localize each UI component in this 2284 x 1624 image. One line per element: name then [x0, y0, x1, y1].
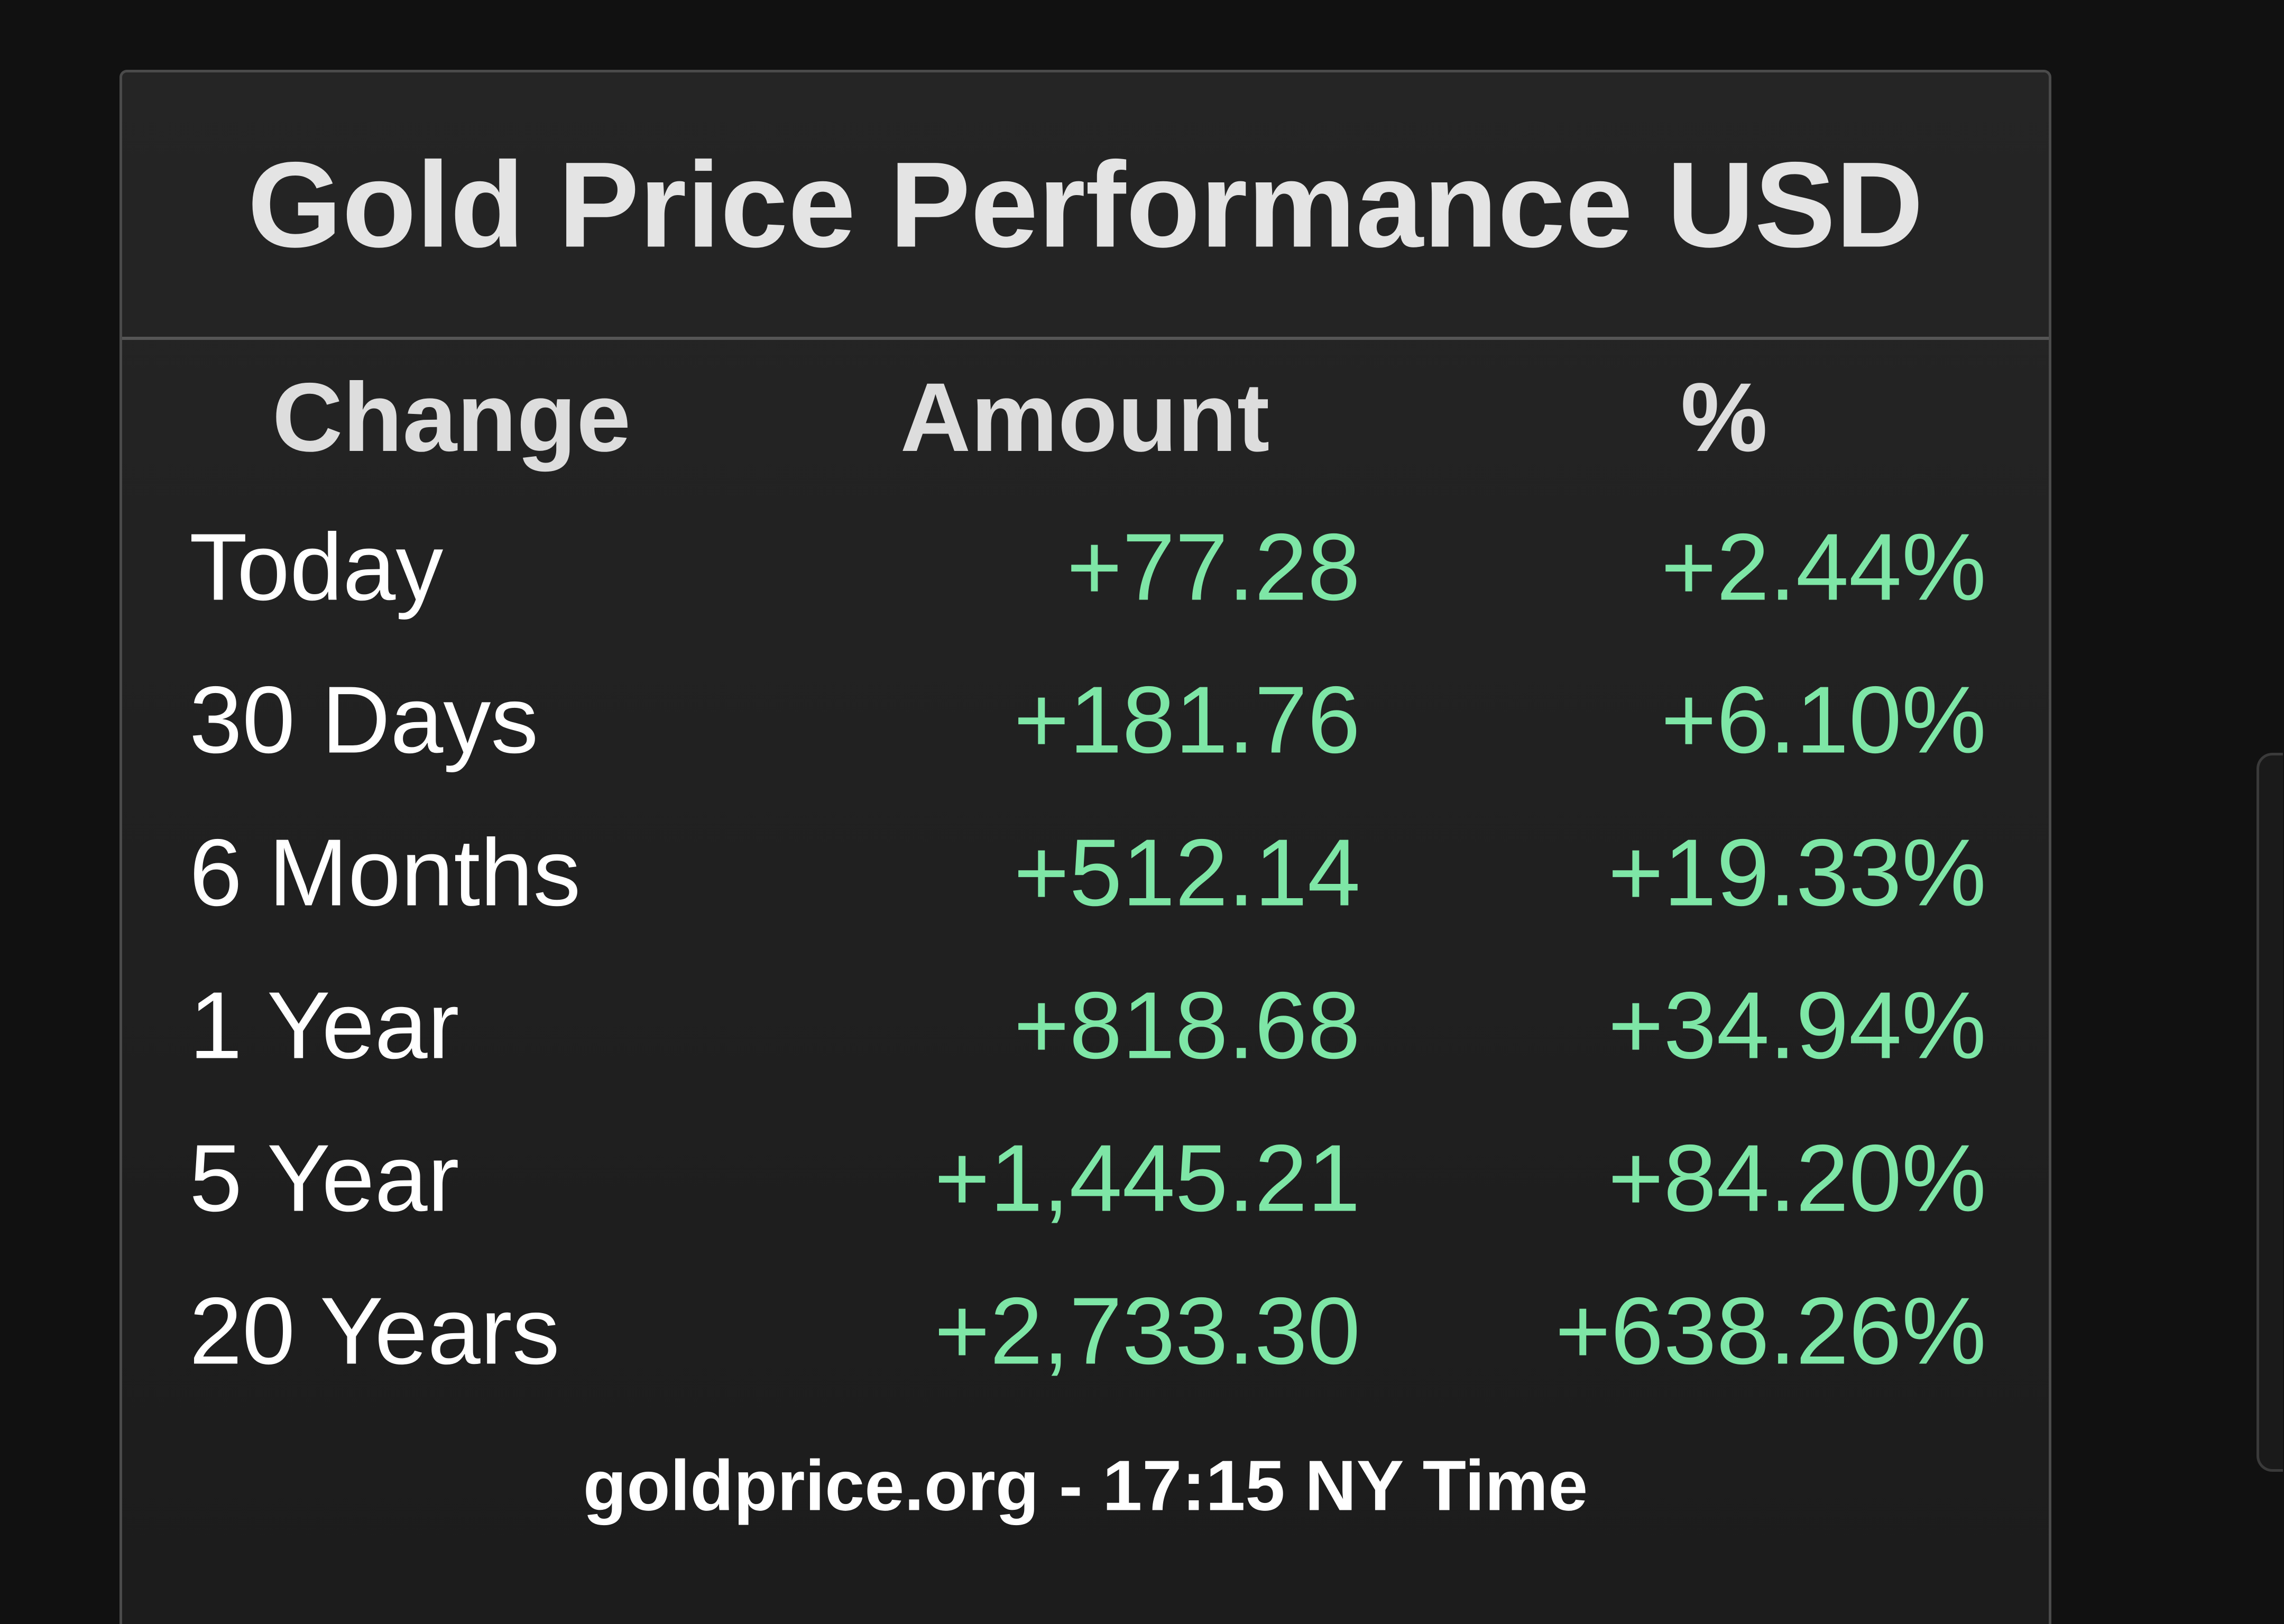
- percent-cell: +34.94%: [1608, 972, 1986, 1079]
- column-header: Amount: [900, 363, 1270, 472]
- amount-cell: +512.14: [1014, 819, 1360, 926]
- divider: [122, 337, 2049, 340]
- row-label: 1 Year: [189, 972, 459, 1079]
- row-label: 5 Year: [189, 1125, 459, 1232]
- row-label: Today: [189, 514, 444, 621]
- amount-cell: +2,733.30: [934, 1278, 1360, 1385]
- percent-cell: +638.26%: [1555, 1278, 1986, 1385]
- amount-cell: +1,445.21: [934, 1125, 1360, 1232]
- footer-text: goldprice.org - 17:15 NY Time: [583, 1445, 1588, 1526]
- percent-cell: +2.44%: [1661, 514, 1987, 621]
- column-header: %: [1680, 363, 1768, 472]
- row-label: 6 Months: [189, 819, 581, 926]
- percent-cell: +84.20%: [1608, 1125, 1986, 1232]
- percent-cell: +19.33%: [1608, 819, 1986, 926]
- amount-cell: +818.68: [1014, 972, 1360, 1079]
- performance-panel: Gold Price Performance USD Change Amount%…: [119, 70, 2051, 1624]
- amount-cell: +77.28: [1066, 514, 1360, 621]
- scrollbar: [2257, 753, 2283, 1472]
- percent-cell: +6.10%: [1661, 667, 1987, 773]
- column-header: Change: [272, 363, 631, 472]
- row-label: 20 Years: [189, 1278, 560, 1385]
- panel-title: Gold Price Performance USD: [247, 136, 1923, 273]
- amount-cell: +181.76: [1014, 667, 1360, 773]
- row-label: 30 Days: [189, 667, 539, 773]
